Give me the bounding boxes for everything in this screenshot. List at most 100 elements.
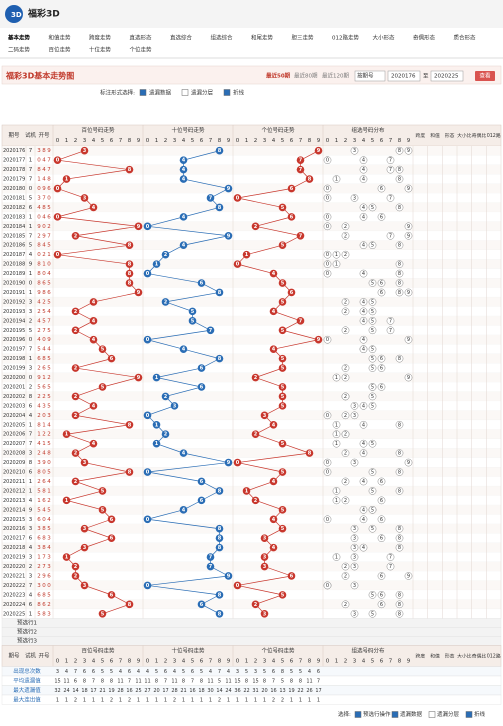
digit-header: 7 [209, 138, 213, 144]
ball-digit: 8 [218, 545, 222, 551]
from-input[interactable] [387, 70, 421, 82]
extra-header: 和值 [430, 653, 440, 660]
nav-link[interactable]: 个位走势 [130, 46, 153, 54]
group-ball [341, 373, 350, 382]
nav-link[interactable]: 直选形态 [130, 34, 153, 42]
open-digit: 5 [47, 299, 51, 305]
open-digit: 7 [42, 555, 46, 561]
open-digit: 5 [47, 394, 51, 400]
group-digit: 0 [326, 262, 329, 268]
group-digit: 4 [362, 205, 365, 211]
checkbox[interactable] [465, 711, 473, 718]
digit-ball [62, 175, 71, 183]
checkbox[interactable] [223, 89, 231, 96]
nav-link[interactable]: 组选综合 [211, 34, 234, 42]
group-ball [395, 260, 404, 268]
group-ball [323, 194, 332, 202]
stats-value: 6 [317, 669, 320, 675]
footer-option[interactable]: 预选行操作 [363, 710, 391, 718]
group-digit: 4 [362, 403, 365, 409]
test-number: 3 [29, 299, 33, 305]
test-number: 3 [29, 526, 33, 532]
stats-value: 5 [245, 669, 248, 675]
group-ball [395, 600, 404, 609]
digit-ball [251, 373, 260, 382]
nav-link[interactable]: 二码走势 [8, 46, 31, 54]
row-bg [2, 495, 501, 506]
ball-digit: 6 [290, 214, 294, 220]
footer-option[interactable]: 折线 [474, 710, 486, 718]
open-digit: 5 [47, 356, 51, 362]
range-link[interactable]: 最近120期 [322, 72, 349, 80]
group-ball [404, 222, 413, 231]
group-ball [359, 316, 368, 325]
nav-link[interactable]: 基本走势 [7, 34, 31, 42]
section-header: 百位号码走势 [81, 647, 115, 655]
stats-value: 8 [155, 678, 158, 684]
digit-ball [125, 260, 134, 268]
footer-option[interactable]: 遗漏分层 [437, 710, 460, 718]
nav-link[interactable]: 大小形态 [373, 34, 396, 42]
nav-link[interactable]: 质合形态 [454, 34, 477, 42]
ball-digit: 5 [101, 507, 105, 513]
period: 2020178 [3, 167, 25, 173]
nav-link[interactable]: 直选综合 [170, 34, 193, 42]
option-text[interactable]: 遗漏数据 [149, 89, 172, 97]
ball-digit: 1 [155, 262, 159, 268]
digit-ball [125, 241, 134, 250]
open-digit: 4 [47, 271, 51, 277]
query-button-text[interactable]: 查看 [479, 72, 491, 80]
checkbox[interactable] [428, 711, 436, 718]
group-digit: 6 [380, 592, 383, 598]
digit-header: 6 [110, 138, 114, 144]
row-bg [2, 174, 501, 184]
nav-link[interactable]: 胆三走势 [292, 34, 315, 42]
to-text[interactable]: 2020225 [434, 74, 459, 80]
nav-link[interactable]: 十位走势 [89, 46, 112, 54]
footer-option[interactable]: 遗漏数据 [400, 710, 423, 718]
digit-ball [80, 146, 89, 155]
checkbox[interactable] [354, 711, 362, 718]
option-text[interactable]: 遗漏分层 [191, 89, 214, 97]
checkbox[interactable] [391, 711, 399, 718]
from-text[interactable]: 2020176 [391, 74, 416, 80]
nav-link[interactable]: 012路走势 [332, 34, 359, 42]
checkbox[interactable] [181, 89, 189, 96]
period: 2020192 [3, 299, 25, 305]
open-digit: 9 [42, 233, 46, 239]
ball-digit: 3 [83, 545, 87, 551]
open-digit: 5 [37, 488, 41, 494]
group-ball [395, 609, 404, 618]
open-digit: 2 [42, 252, 46, 258]
group-digit: 8 [398, 611, 401, 617]
checkbox[interactable] [139, 89, 147, 96]
nav-link[interactable]: 奇偶形态 [413, 34, 436, 42]
test-number: 1 [29, 214, 33, 220]
ball-digit: 8 [128, 271, 132, 277]
option-text[interactable]: 折线 [233, 89, 245, 97]
digit-ball [71, 477, 80, 486]
digit-ball [179, 175, 188, 183]
digit-ball [161, 430, 170, 439]
range-link[interactable]: 最近80期 [294, 72, 318, 80]
query-button[interactable] [475, 71, 495, 81]
ball-digit: 7 [299, 158, 303, 164]
to-input[interactable] [430, 70, 464, 82]
nav-link[interactable]: 和值走势 [49, 34, 72, 42]
row-bg [2, 202, 501, 213]
group-digit: 7 [389, 328, 392, 334]
digit-header: 5 [101, 659, 105, 665]
digit-ball [71, 392, 80, 401]
ball-digit: 6 [200, 479, 204, 485]
nav-link[interactable]: 跨度走势 [89, 34, 112, 42]
range-link[interactable]: 最近50期 [266, 72, 291, 80]
mode-text[interactable]: 按期号 [357, 72, 374, 80]
ball-digit: 8 [218, 205, 222, 211]
nav-link[interactable]: 百位走势 [49, 46, 72, 54]
group-digit: 5 [371, 384, 374, 390]
nav-link[interactable]: 和尾走势 [251, 34, 274, 42]
mode-select[interactable] [354, 70, 386, 82]
digit-header: 3 [263, 659, 267, 665]
group-ball [359, 477, 368, 486]
digit-header: 2 [254, 138, 258, 144]
